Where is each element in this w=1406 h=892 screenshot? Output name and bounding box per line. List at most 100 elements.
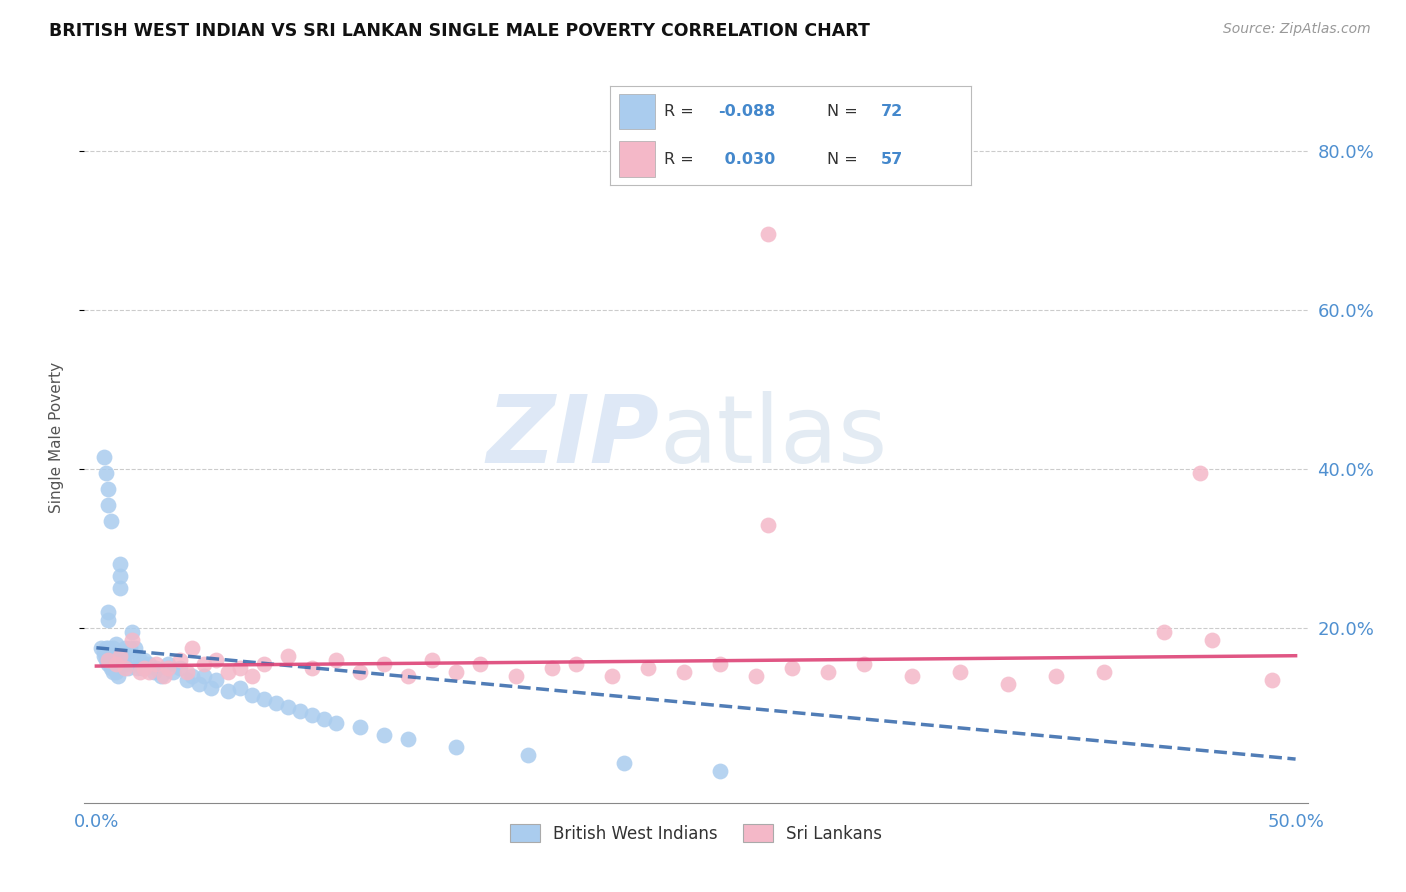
Point xyxy=(93,648,115,663)
Point xyxy=(240,689,263,703)
Text: ZIP: ZIP xyxy=(486,391,659,483)
Point xyxy=(145,660,167,674)
Point xyxy=(104,657,127,671)
Point xyxy=(118,640,141,655)
Point xyxy=(373,728,395,742)
Point xyxy=(100,514,122,528)
Point xyxy=(997,676,1019,690)
Point xyxy=(468,657,491,671)
Point xyxy=(104,637,127,651)
Point xyxy=(97,605,120,619)
Point xyxy=(253,692,276,706)
Point xyxy=(114,640,136,655)
Point xyxy=(277,648,299,663)
Point xyxy=(672,665,695,679)
Point xyxy=(420,653,443,667)
Point xyxy=(100,660,122,674)
Point xyxy=(100,657,122,671)
Point xyxy=(124,640,146,655)
Point xyxy=(94,640,117,655)
Text: atlas: atlas xyxy=(659,391,887,483)
Point xyxy=(114,660,136,674)
Point xyxy=(205,653,228,667)
Point xyxy=(756,227,779,242)
Text: Source: ZipAtlas.com: Source: ZipAtlas.com xyxy=(1223,22,1371,37)
Point xyxy=(101,648,124,663)
Point xyxy=(193,657,215,671)
Point xyxy=(176,665,198,679)
Point xyxy=(1357,676,1379,690)
Point xyxy=(97,613,120,627)
Y-axis label: Single Male Poverty: Single Male Poverty xyxy=(49,361,63,513)
Point xyxy=(325,716,347,731)
Point xyxy=(396,668,419,682)
Point xyxy=(817,665,839,679)
Point xyxy=(613,756,636,770)
Point xyxy=(229,660,252,674)
Point xyxy=(114,657,136,671)
Point xyxy=(162,665,184,679)
Point xyxy=(100,645,122,659)
Point xyxy=(97,653,120,667)
Point xyxy=(145,657,167,671)
Point xyxy=(97,498,120,512)
Point xyxy=(780,660,803,674)
Point xyxy=(1092,665,1115,679)
Point xyxy=(128,653,150,667)
Point xyxy=(101,665,124,679)
Point xyxy=(117,660,139,674)
Point xyxy=(181,668,204,682)
Point xyxy=(157,657,180,671)
Point xyxy=(111,645,134,659)
Point xyxy=(756,517,779,532)
Point xyxy=(111,653,134,667)
Point xyxy=(110,569,132,583)
Point xyxy=(600,668,623,682)
Point xyxy=(709,657,731,671)
Point xyxy=(217,684,239,698)
Point xyxy=(200,681,222,695)
Point xyxy=(121,624,143,639)
Point xyxy=(277,700,299,714)
Point xyxy=(205,673,228,687)
Point xyxy=(1405,673,1406,687)
Text: BRITISH WEST INDIAN VS SRI LANKAN SINGLE MALE POVERTY CORRELATION CHART: BRITISH WEST INDIAN VS SRI LANKAN SINGLE… xyxy=(49,22,870,40)
Point xyxy=(373,657,395,671)
Point xyxy=(709,764,731,778)
Point xyxy=(301,660,323,674)
Point xyxy=(444,665,467,679)
Point xyxy=(176,673,198,687)
Point xyxy=(107,657,129,671)
Point xyxy=(1309,668,1331,682)
Point xyxy=(1201,632,1223,647)
Point xyxy=(1045,668,1067,682)
Point xyxy=(138,657,160,671)
Point xyxy=(90,640,112,655)
Point xyxy=(142,665,165,679)
Point xyxy=(505,668,527,682)
Point xyxy=(188,676,211,690)
Point xyxy=(157,660,180,674)
Point xyxy=(152,668,174,682)
Point xyxy=(193,668,215,682)
Point xyxy=(217,665,239,679)
Point xyxy=(94,466,117,480)
Point xyxy=(104,657,127,671)
Point xyxy=(138,665,160,679)
Point xyxy=(290,705,312,719)
Point xyxy=(134,653,156,667)
Point xyxy=(134,660,156,674)
Point xyxy=(349,665,371,679)
Point xyxy=(325,653,347,667)
Point xyxy=(637,660,659,674)
Point xyxy=(104,665,127,679)
Point xyxy=(301,708,323,723)
Point xyxy=(101,640,124,655)
Point xyxy=(901,668,924,682)
Point xyxy=(314,712,336,726)
Point xyxy=(121,632,143,647)
Point xyxy=(565,657,588,671)
Point xyxy=(1188,466,1211,480)
Point xyxy=(110,648,132,663)
Point xyxy=(852,657,875,671)
